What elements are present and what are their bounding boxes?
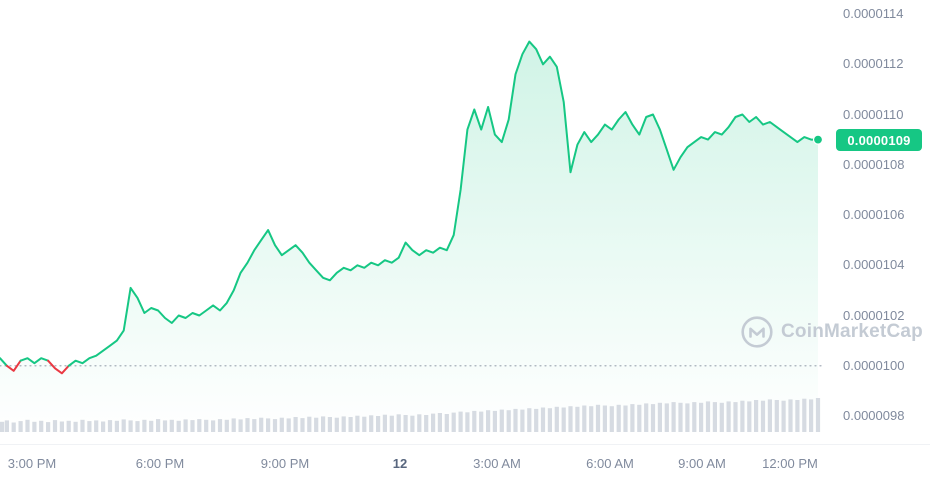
y-axis-label: 0.0000102 — [843, 307, 905, 323]
current-price-dot — [812, 134, 824, 145]
price-line-segment — [19, 357, 50, 365]
y-axis-label: 0.0000098 — [843, 408, 905, 423]
y-axis-label: 0.0000108 — [843, 156, 905, 172]
watermark-text: CoinMarketCap — [781, 321, 923, 342]
coinmarketcap-watermark: CoinMarketCap — [740, 314, 923, 350]
y-axis-label: 0.0000100 — [843, 357, 905, 373]
volume-bars — [0, 398, 821, 432]
y-axis-label: 0.0000106 — [843, 207, 905, 222]
y-axis: 0.0000114 0.0000112 0.0000110 0.0000108 0.00… — [843, 0, 930, 440]
price-chart-plot[interactable] — [0, 0, 830, 440]
coinmarketcap-logo-icon — [741, 316, 773, 348]
x-axis-label: 3:00 AM — [473, 456, 521, 471]
x-axis-label: 6:00 PM — [135, 456, 185, 471]
y-axis-label: 0.0000114 — [843, 6, 904, 21]
x-axis-label: 3:00 PM — [7, 456, 57, 471]
price-line-segment — [5, 359, 22, 372]
x-axis-label: 9:00 AM — [678, 456, 726, 471]
price-area-fill — [0, 41, 818, 432]
price-line-segment — [67, 40, 819, 367]
x-axis-label: 12 — [392, 456, 408, 471]
x-axis-label: 6:00 AM — [586, 456, 634, 471]
price-line-segment — [0, 357, 8, 367]
y-axis-label: 0.0000112 — [843, 56, 904, 72]
y-axis-label: 0.0000110 — [843, 106, 904, 122]
y-axis-label: 0.0000104 — [843, 257, 905, 273]
x-axis-label: 9:00 PM — [260, 456, 310, 471]
x-axis-label: 12:00 PM — [762, 456, 818, 471]
price-line-segment — [47, 359, 70, 375]
x-axis-divider — [0, 444, 930, 445]
current-price-badge: 0.0000109 — [836, 129, 922, 151]
